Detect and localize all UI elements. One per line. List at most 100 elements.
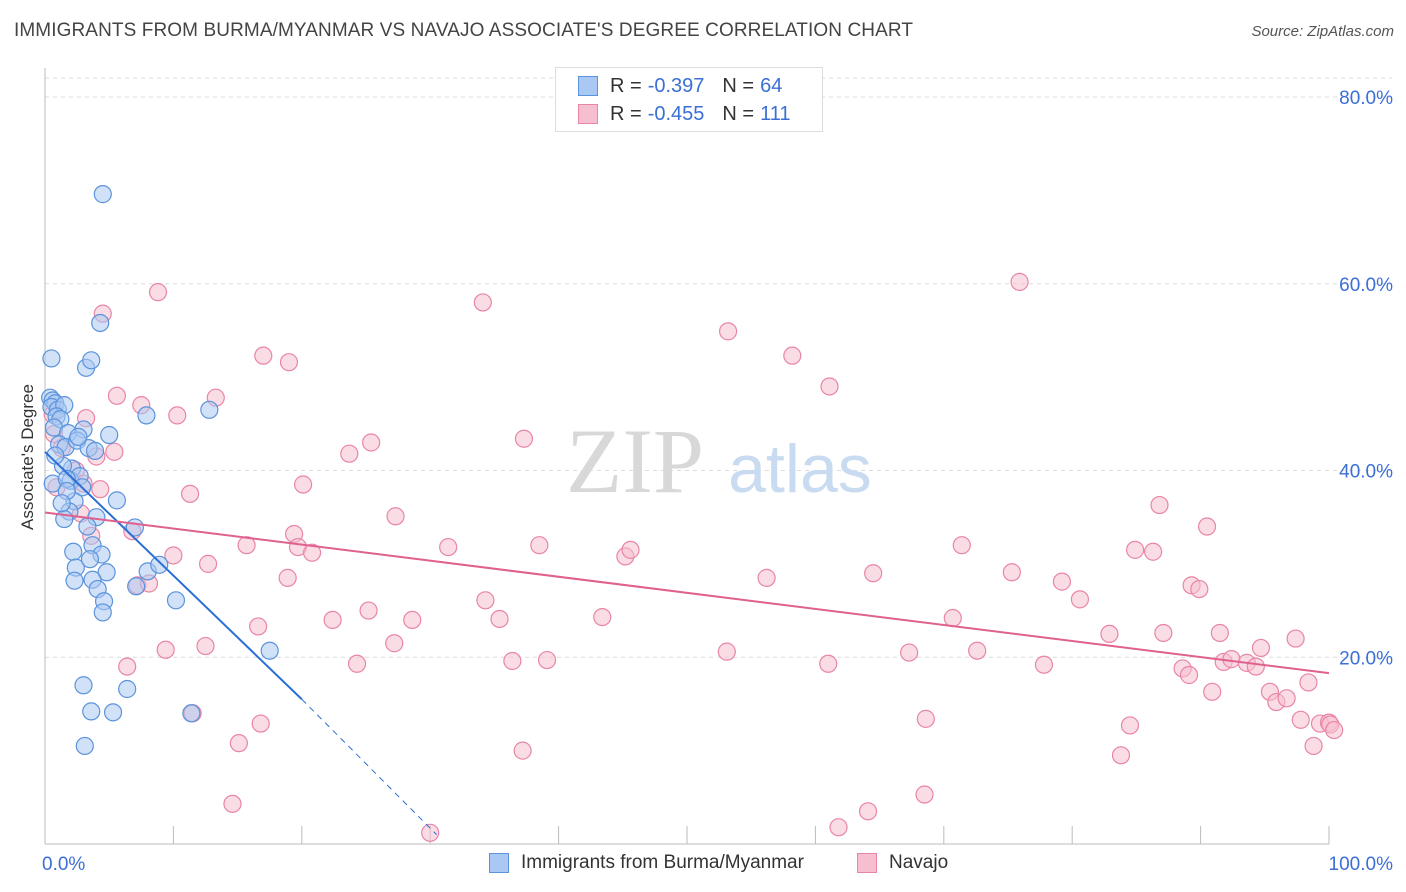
navajo-point: [168, 406, 187, 425]
burma-trend-extension: [301, 698, 437, 836]
legend-row-navajo: R = -0.455 N = 111: [578, 102, 791, 126]
navajo-point: [864, 564, 883, 583]
burma-point: [80, 550, 100, 569]
navajo-point: [302, 543, 322, 562]
navajo-point: [490, 609, 509, 629]
burma-point: [100, 425, 119, 445]
navajo-point: [537, 650, 557, 670]
navajo-point: [1246, 657, 1265, 676]
navajo-point: [237, 536, 256, 555]
navajo-point: [1034, 655, 1054, 674]
navajo-point: [717, 642, 736, 661]
navajo-point: [1150, 495, 1169, 515]
navajo-point: [251, 714, 270, 733]
x-tick-label: 0.0%: [42, 854, 85, 875]
burma-point: [46, 446, 65, 465]
legend-swatch-pink: [857, 853, 877, 873]
burma-point: [118, 679, 137, 699]
y-axis-label: Associate's Degree: [18, 384, 37, 530]
x-tick-label: 100.0%: [1329, 854, 1394, 875]
navajo-point: [1203, 682, 1222, 701]
navajo-point: [915, 785, 934, 804]
burma-point: [127, 577, 146, 596]
navajo-point: [340, 444, 359, 463]
navajo-point: [198, 554, 218, 573]
burma-point: [82, 702, 101, 721]
navajo-point: [1286, 629, 1305, 648]
navajo-point: [347, 654, 367, 673]
navajo-point: [439, 537, 458, 557]
navajo-point: [107, 386, 127, 405]
legend-swatch-pink: [578, 104, 598, 124]
navajo-point: [362, 433, 381, 452]
navajo-point: [164, 546, 183, 565]
navajo-point: [1120, 716, 1140, 735]
navajo-point: [1299, 673, 1318, 692]
legend-r-value: -0.455: [647, 102, 705, 125]
navajo-point: [593, 607, 612, 627]
burma-point: [64, 542, 83, 561]
navajo-point: [1325, 720, 1344, 740]
burma-point: [150, 555, 169, 574]
navajo-point: [1052, 572, 1072, 591]
navajo-point: [1070, 590, 1090, 609]
burma-point: [78, 517, 97, 536]
navajo-point: [1143, 542, 1163, 561]
navajo-point: [323, 610, 342, 630]
burma-point: [93, 603, 112, 622]
navajo-point: [223, 794, 242, 813]
navajo-point: [229, 734, 248, 753]
navajo-point: [514, 429, 534, 448]
burma-point: [260, 641, 279, 660]
navajo-point: [386, 507, 405, 526]
legend-swatch-blue: [578, 76, 598, 96]
legend-label-navajo: Navajo: [889, 852, 949, 873]
y-tick-label: 60.0%: [1339, 275, 1393, 296]
burma-point: [182, 704, 201, 723]
navajo-point: [943, 608, 962, 628]
bottom-legend-burma: Immigrants from Burma/Myanmar: [489, 852, 804, 874]
navajo-point: [858, 802, 878, 821]
navajo-point: [757, 568, 776, 587]
burma-point: [107, 491, 127, 510]
navajo-point: [1190, 579, 1209, 599]
navajo-point: [148, 283, 168, 302]
burma-point: [74, 676, 93, 695]
navajo-point: [1222, 650, 1241, 669]
navajo-point: [249, 617, 268, 636]
y-tick-label: 40.0%: [1339, 462, 1393, 483]
navajo-point: [1291, 710, 1310, 729]
navajo-point: [783, 346, 802, 365]
navajo-point: [513, 741, 532, 760]
navajo-point: [829, 818, 848, 837]
burma-point: [55, 509, 74, 529]
burma-point: [166, 591, 186, 610]
navajo-point: [473, 293, 492, 312]
burma-point: [103, 703, 123, 722]
navajo-point: [1210, 623, 1229, 643]
navajo-point: [385, 634, 404, 653]
burma-point: [75, 736, 94, 756]
navajo-point: [820, 377, 839, 396]
navajo-point: [118, 657, 137, 676]
axes: [44, 68, 1330, 845]
burma-point: [200, 400, 219, 419]
navajo-point: [1304, 736, 1323, 756]
burma-point: [65, 571, 84, 590]
y-tick-label: 20.0%: [1339, 648, 1393, 669]
bottom-legend-navajo: Navajo: [857, 852, 948, 874]
navajo-point: [1179, 665, 1199, 685]
navajo-trend-line: [44, 511, 1330, 675]
navajo-point: [293, 475, 313, 494]
burma-point: [91, 313, 110, 333]
navajo-point: [359, 601, 378, 620]
navajo-point: [503, 651, 522, 671]
navajo-point: [254, 346, 273, 365]
navajo-point: [1100, 624, 1119, 644]
navajo-point: [621, 540, 640, 559]
legend-n-label: N =: [722, 74, 755, 97]
source-credit: Source: ZipAtlas.com: [1251, 23, 1394, 40]
legend-n-value: 111: [760, 102, 791, 125]
navajo-point: [1111, 746, 1131, 765]
